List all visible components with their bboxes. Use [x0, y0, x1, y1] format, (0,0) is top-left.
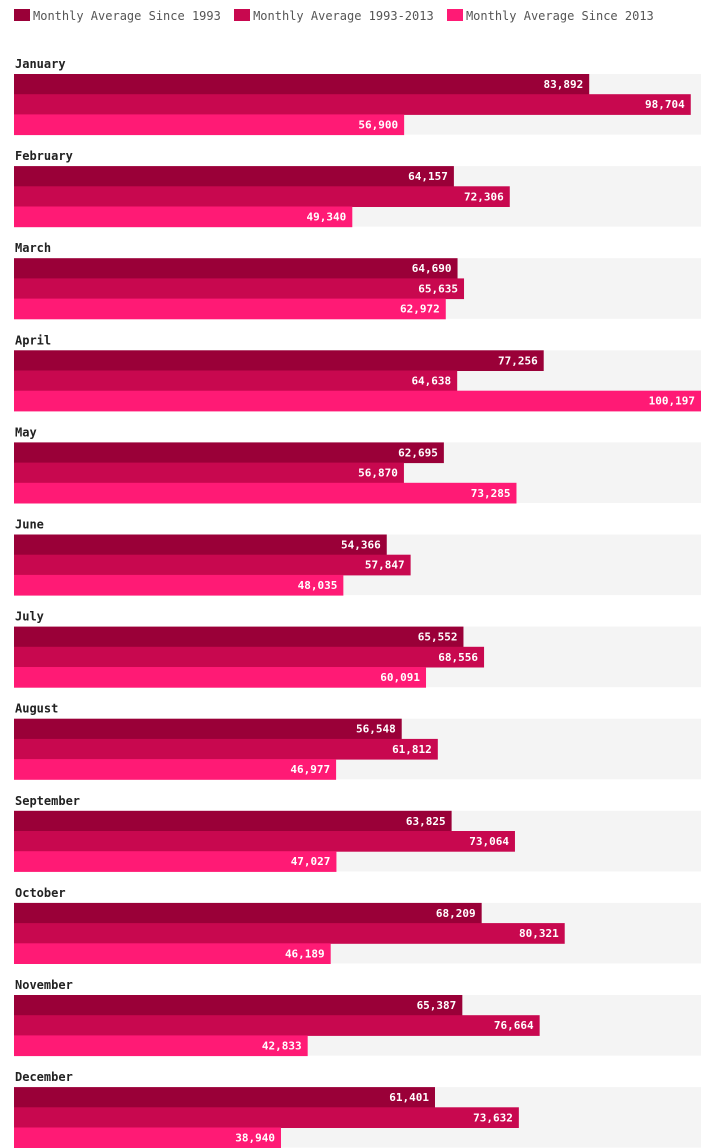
- value-label-april-series-1: 77,256: [498, 354, 538, 367]
- legend-swatch-since-1993: [14, 9, 30, 21]
- bar-august-series-1: [14, 718, 402, 740]
- value-label-january-series-2: 98,704: [645, 98, 685, 111]
- value-label-august-series-2: 61,812: [392, 743, 432, 756]
- value-label-august-series-3: 46,977: [290, 763, 330, 776]
- month-label-june: June: [15, 518, 44, 532]
- value-label-september-series-2: 73,064: [469, 835, 509, 848]
- bar-october-series-2: [14, 923, 565, 944]
- month-label-october: October: [15, 886, 66, 900]
- bar-march-series-3: [14, 298, 446, 320]
- value-label-april-series-3: 100,197: [649, 395, 695, 408]
- value-label-january-series-1: 83,892: [543, 78, 583, 91]
- value-label-august-series-1: 56,548: [356, 723, 396, 736]
- value-label-january-series-3: 56,900: [358, 118, 398, 131]
- value-label-october-series-2: 80,321: [519, 927, 559, 940]
- bar-july-series-3: [14, 667, 427, 688]
- bar-may-series-2: [14, 462, 404, 484]
- bar-april-series-2: [14, 370, 458, 392]
- value-label-may-series-2: 56,870: [358, 467, 398, 480]
- bar-december-series-1: [14, 1087, 435, 1108]
- value-label-september-series-1: 63,825: [406, 815, 446, 828]
- bar-november-series-3: [14, 1035, 308, 1057]
- value-label-november-series-1: 65,387: [417, 999, 457, 1012]
- bar-december-series-2: [14, 1107, 519, 1128]
- value-label-june-series-3: 48,035: [298, 579, 338, 592]
- bar-may-series-3: [14, 482, 517, 504]
- bar-august-series-2: [14, 738, 438, 760]
- value-label-september-series-3: 47,027: [291, 855, 331, 868]
- bar-september-series-3: [14, 851, 337, 872]
- bar-april-series-3: [14, 390, 701, 412]
- legend-item-since-1993: Monthly Average Since 1993: [14, 9, 221, 23]
- value-label-march-series-2: 65,635: [418, 282, 458, 295]
- bar-july-series-1: [14, 626, 464, 648]
- value-label-july-series-2: 68,556: [438, 651, 478, 664]
- bar-june-series-3: [14, 574, 344, 596]
- month-label-april: April: [15, 333, 51, 347]
- value-label-december-series-3: 38,940: [235, 1132, 275, 1145]
- legend-item-1993-2013: Monthly Average 1993-2013: [234, 9, 434, 23]
- bar-february-series-3: [14, 206, 353, 228]
- bar-december-series-3: [14, 1127, 281, 1148]
- value-label-november-series-3: 42,833: [262, 1039, 302, 1052]
- value-label-july-series-1: 65,552: [418, 631, 458, 644]
- value-label-may-series-1: 62,695: [398, 446, 438, 459]
- bar-november-series-2: [14, 1015, 540, 1036]
- bar-february-series-1: [14, 166, 454, 187]
- bar-april-series-1: [14, 350, 544, 371]
- value-label-december-series-1: 61,401: [389, 1091, 429, 1104]
- legend-label-since-2013: Monthly Average Since 2013: [465, 9, 654, 23]
- month-label-may: May: [15, 425, 37, 439]
- bar-september-series-2: [14, 831, 515, 852]
- bar-february-series-2: [14, 186, 510, 207]
- month-label-february: February: [15, 149, 73, 163]
- value-label-december-series-2: 73,632: [473, 1111, 513, 1124]
- bar-june-series-1: [14, 534, 387, 556]
- legend-swatch-1993-2013: [234, 9, 251, 21]
- bar-november-series-1: [14, 995, 463, 1016]
- bar-january-series-3: [14, 114, 405, 136]
- month-label-september: September: [15, 794, 80, 808]
- value-label-march-series-1: 64,690: [412, 262, 452, 275]
- value-label-june-series-1: 54,366: [341, 539, 381, 552]
- legend: Monthly Average Since 1993 Monthly Avera…: [14, 7, 699, 26]
- bar-march-series-2: [14, 278, 465, 300]
- legend-item-since-2013: Monthly Average Since 2013: [446, 9, 654, 23]
- bar-march-series-1: [14, 258, 458, 279]
- month-label-july: July: [15, 610, 44, 624]
- bar-september-series-1: [14, 810, 452, 832]
- month-label-march: March: [15, 241, 51, 255]
- value-label-february-series-1: 64,157: [408, 170, 448, 183]
- value-label-june-series-2: 57,847: [365, 559, 405, 572]
- bar-october-series-1: [14, 902, 482, 924]
- value-label-may-series-3: 73,285: [471, 487, 511, 500]
- month-label-august: August: [15, 702, 58, 716]
- month-label-november: November: [15, 978, 73, 992]
- bar-january-series-1: [14, 74, 590, 95]
- month-label-january: January: [15, 57, 66, 71]
- value-label-april-series-2: 64,638: [411, 375, 451, 388]
- value-label-february-series-3: 49,340: [307, 211, 347, 224]
- value-label-november-series-2: 76,664: [494, 1019, 534, 1032]
- value-label-february-series-2: 72,306: [464, 190, 504, 203]
- bar-january-series-2: [14, 94, 691, 115]
- legend-label-since-1993: Monthly Average Since 1993: [33, 9, 221, 23]
- bar-june-series-2: [14, 554, 411, 576]
- bar-july-series-2: [14, 646, 485, 668]
- value-label-march-series-3: 62,972: [400, 303, 440, 316]
- value-label-july-series-3: 60,091: [380, 671, 420, 684]
- bar-august-series-3: [14, 759, 337, 780]
- value-label-october-series-3: 46,189: [285, 947, 325, 960]
- value-label-october-series-1: 68,209: [436, 907, 476, 920]
- bar-october-series-3: [14, 943, 331, 964]
- legend-label-1993-2013: Monthly Average 1993-2013: [253, 9, 434, 23]
- bar-may-series-1: [14, 442, 444, 464]
- month-label-december: December: [15, 1070, 73, 1084]
- legend-swatch-since-2013: [446, 9, 463, 21]
